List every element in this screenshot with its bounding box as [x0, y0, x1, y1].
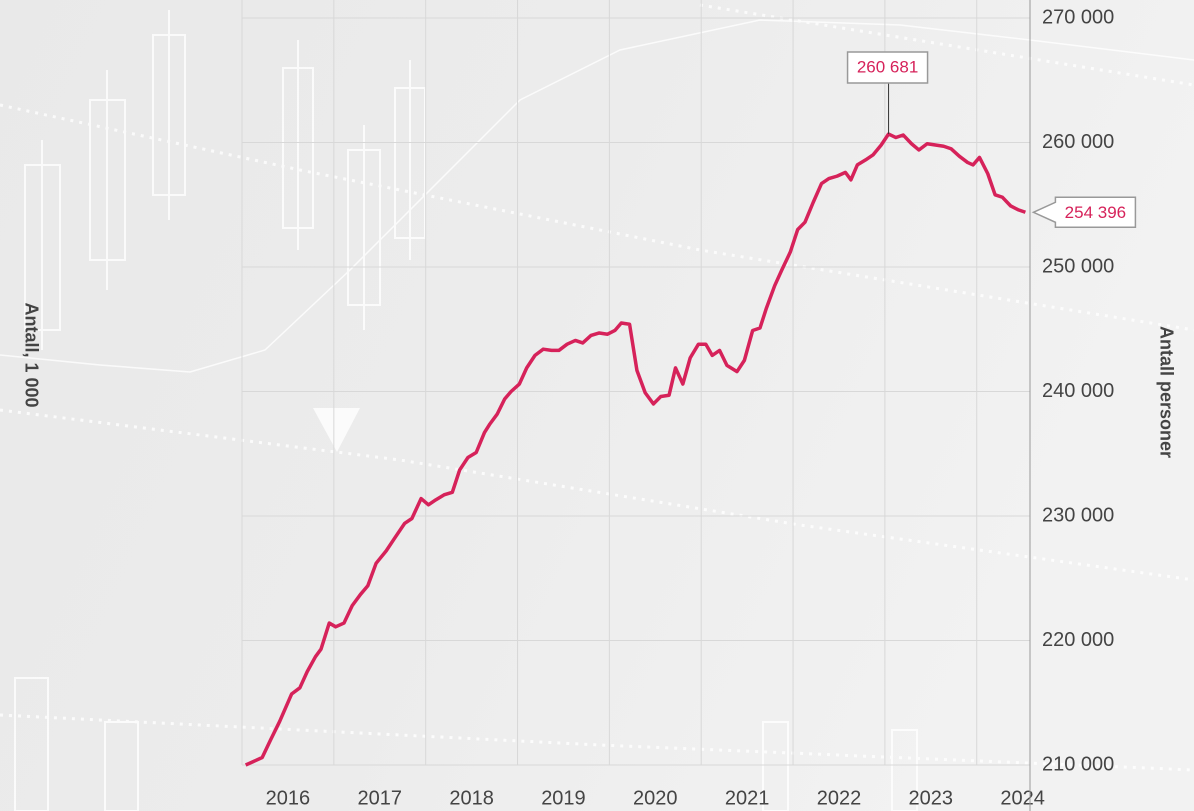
y-tick-label: 240 000 [1042, 380, 1114, 402]
background [0, 0, 1194, 811]
x-tick-label: 2021 [725, 787, 770, 809]
y-tick-label: 260 000 [1042, 131, 1114, 153]
x-tick-label: 2017 [358, 787, 403, 809]
x-tick-label: 2023 [909, 787, 954, 809]
x-tick-label: 2020 [633, 787, 678, 809]
x-tick-label: 2022 [817, 787, 862, 809]
chart: Antall, 1 000 Antall personer 210 000 220… [0, 0, 1194, 811]
x-tick-label: 2024 [1000, 787, 1045, 809]
y-tick-label: 270 000 [1042, 6, 1114, 28]
y-tick-label: 210 000 [1042, 753, 1114, 775]
y-tick-label: 250 000 [1042, 255, 1114, 277]
x-tick-label: 2018 [449, 787, 494, 809]
y-axis-title-right: Antall personer [1156, 326, 1176, 458]
x-tick-label: 2016 [266, 787, 311, 809]
x-tick-label: 2019 [541, 787, 586, 809]
annotation-label: 260 681 [857, 57, 918, 76]
page: Antall, 1 000 Antall personer 210 000 220… [0, 0, 1194, 811]
y-tick-label: 220 000 [1042, 629, 1114, 651]
y-axis-title-left: Antall, 1 000 [21, 302, 41, 407]
y-tick-label: 230 000 [1042, 504, 1114, 526]
annotation-label: 254 396 [1065, 203, 1126, 222]
